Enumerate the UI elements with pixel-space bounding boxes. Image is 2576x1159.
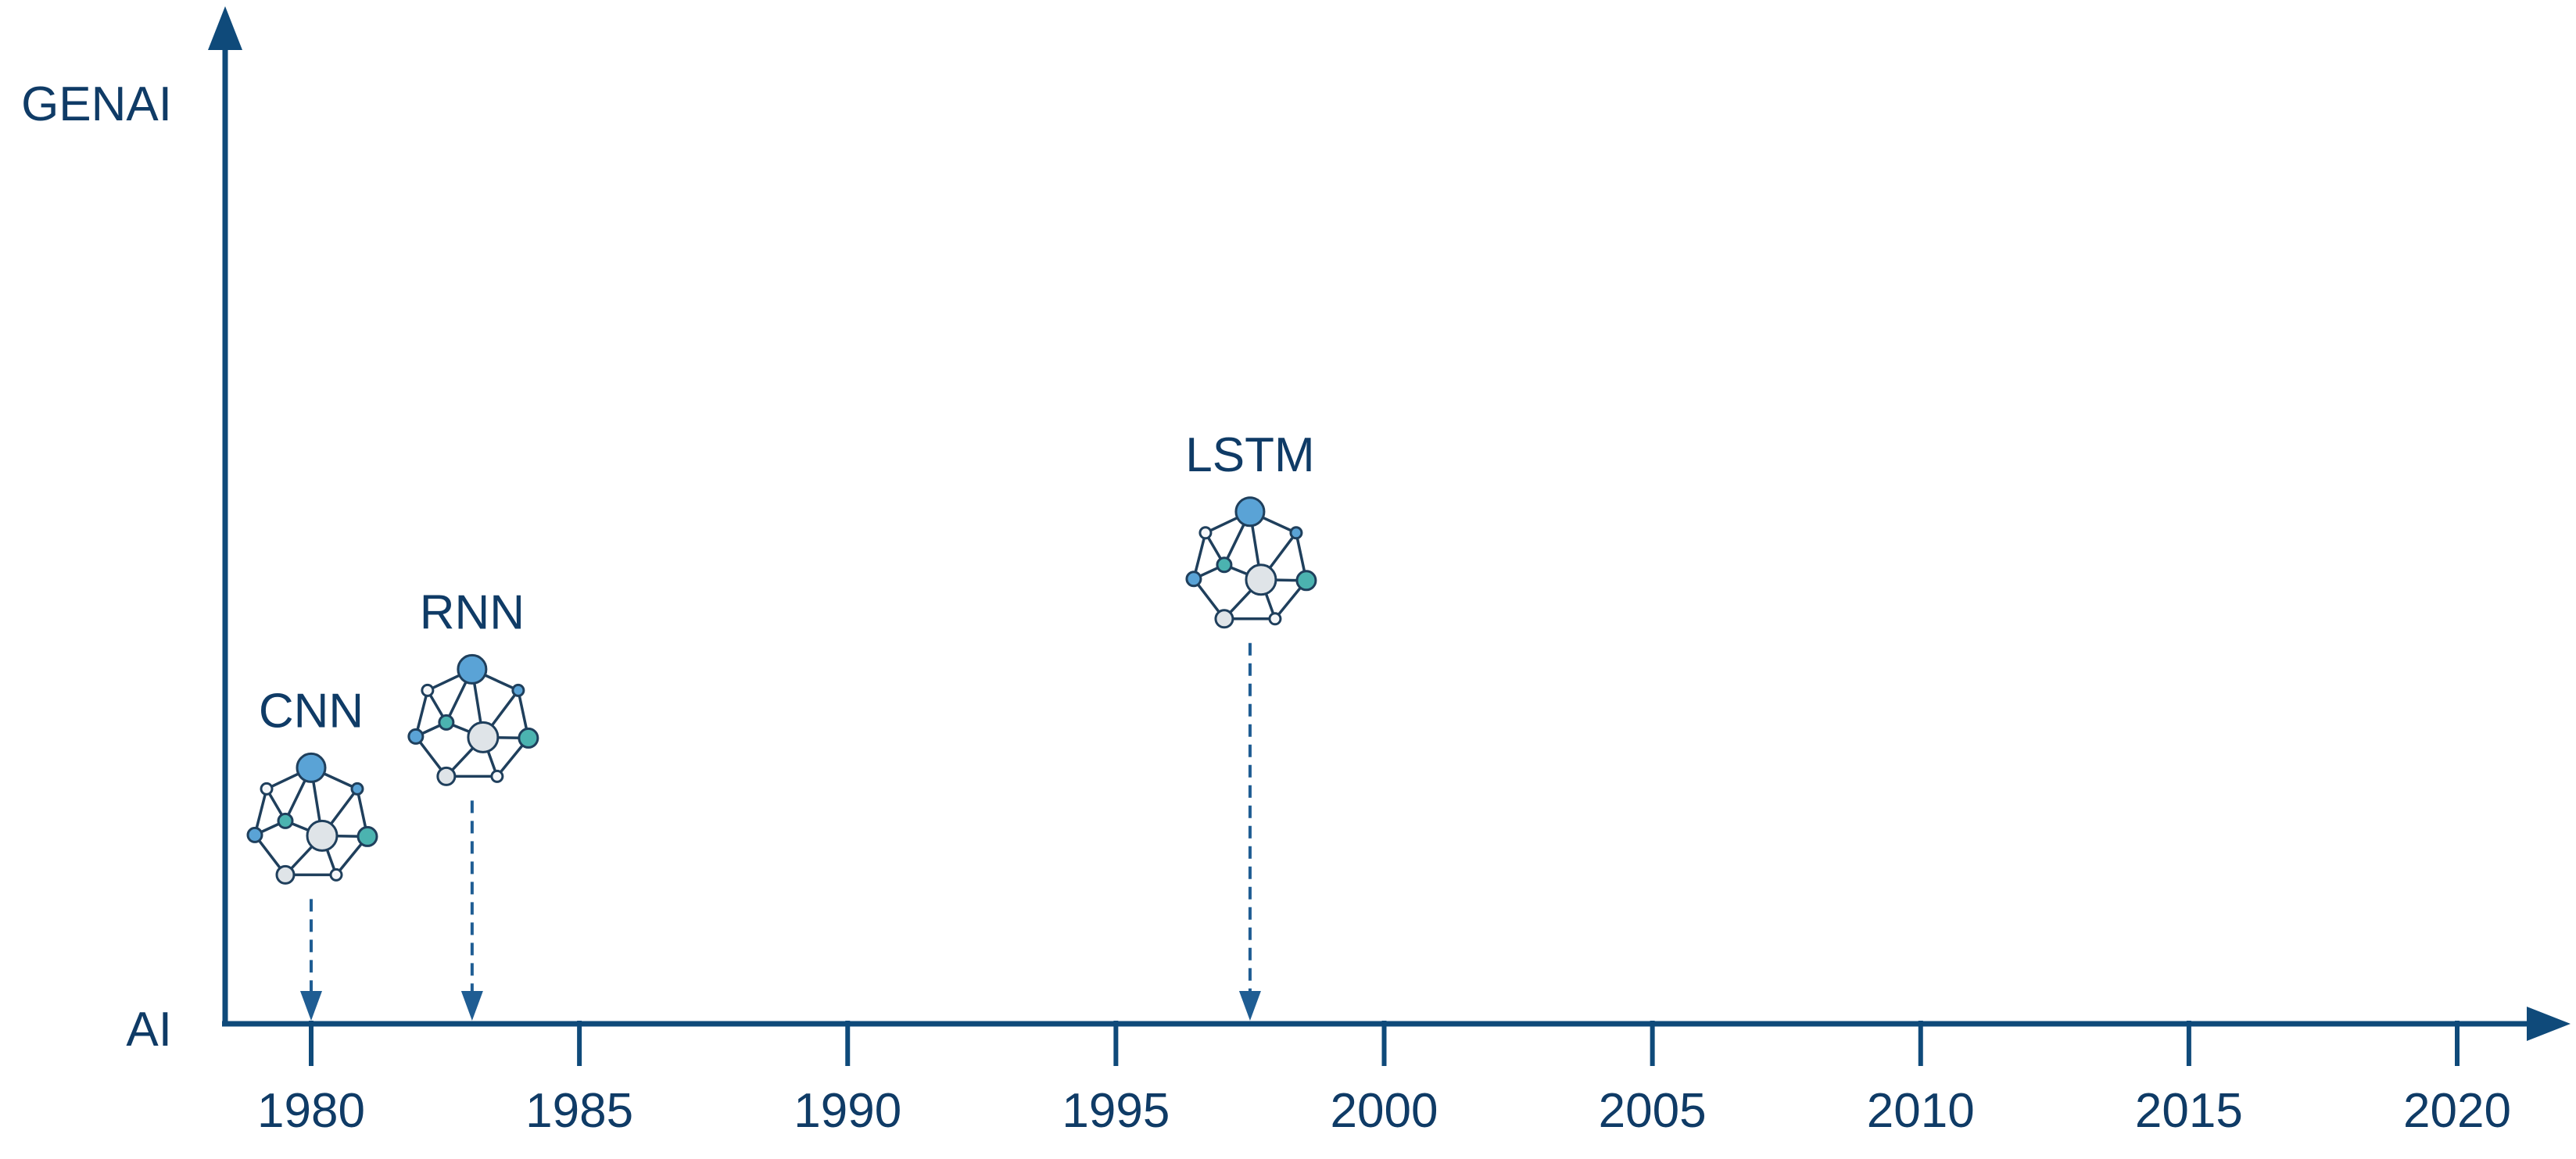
model-arrowhead-lstm [1238, 991, 1261, 1021]
network-node [1245, 563, 1277, 596]
model-rnn: RNN [407, 585, 539, 1021]
x-axis-tick-label: 1980 [257, 1084, 365, 1138]
network-node [329, 867, 343, 882]
x-axis-tick-label: 1995 [1062, 1084, 1170, 1138]
network-node [511, 683, 525, 697]
y-axis-bottom-label: AI [126, 1003, 172, 1057]
model-label-cnn: CNN [259, 684, 364, 738]
network-node [1214, 609, 1234, 629]
network-node [306, 819, 339, 852]
x-axis-arrowhead [2527, 1007, 2571, 1041]
network-node [1216, 556, 1233, 574]
model-markers: CNN RNN LSTM [246, 428, 1317, 1021]
network-node [490, 769, 504, 783]
x-axis-tick-label: 2015 [2135, 1084, 2243, 1138]
network-node [1289, 526, 1303, 540]
network-node [246, 826, 263, 843]
network-node [1198, 526, 1213, 540]
x-axis-ticks: 1980 1985 1990 1995 2000 2005 2010 2015 2020 [257, 1021, 2511, 1138]
network-node [438, 714, 455, 731]
neural-network-icon [1185, 496, 1317, 629]
network-node [277, 812, 294, 829]
network-node [421, 683, 435, 697]
network-node [518, 727, 539, 749]
model-arrowhead-cnn [300, 991, 322, 1021]
network-node [275, 864, 296, 885]
x-axis-tick-label: 2010 [1867, 1084, 1975, 1138]
network-node [1295, 570, 1317, 592]
network-node [1185, 571, 1202, 588]
network-node [407, 728, 425, 745]
x-axis-tick-label: 2000 [1331, 1084, 1438, 1138]
network-node [436, 766, 457, 786]
x-axis-tick-label: 1990 [794, 1084, 901, 1138]
network-node [467, 721, 500, 753]
network-node [296, 752, 327, 783]
x-axis-tick-label: 2020 [2403, 1084, 2511, 1138]
model-label-lstm: LSTM [1185, 428, 1314, 482]
neural-network-icon [407, 653, 539, 786]
model-label-rnn: RNN [420, 585, 525, 639]
model-arrowhead-rnn [460, 991, 483, 1021]
y-axis-arrowhead [208, 6, 242, 50]
network-node [350, 782, 364, 796]
neural-network-icon [246, 752, 378, 885]
model-cnn: CNN [246, 684, 378, 1021]
model-lstm: LSTM [1185, 428, 1317, 1021]
network-node [1268, 612, 1282, 626]
x-axis-tick-label: 2005 [1599, 1084, 1707, 1138]
network-node [457, 653, 488, 685]
network-node [356, 825, 378, 847]
x-axis-tick-label: 1985 [525, 1084, 633, 1138]
network-node [1234, 496, 1266, 528]
y-axis-top-label: GENAI [21, 77, 172, 131]
network-node [260, 782, 274, 796]
